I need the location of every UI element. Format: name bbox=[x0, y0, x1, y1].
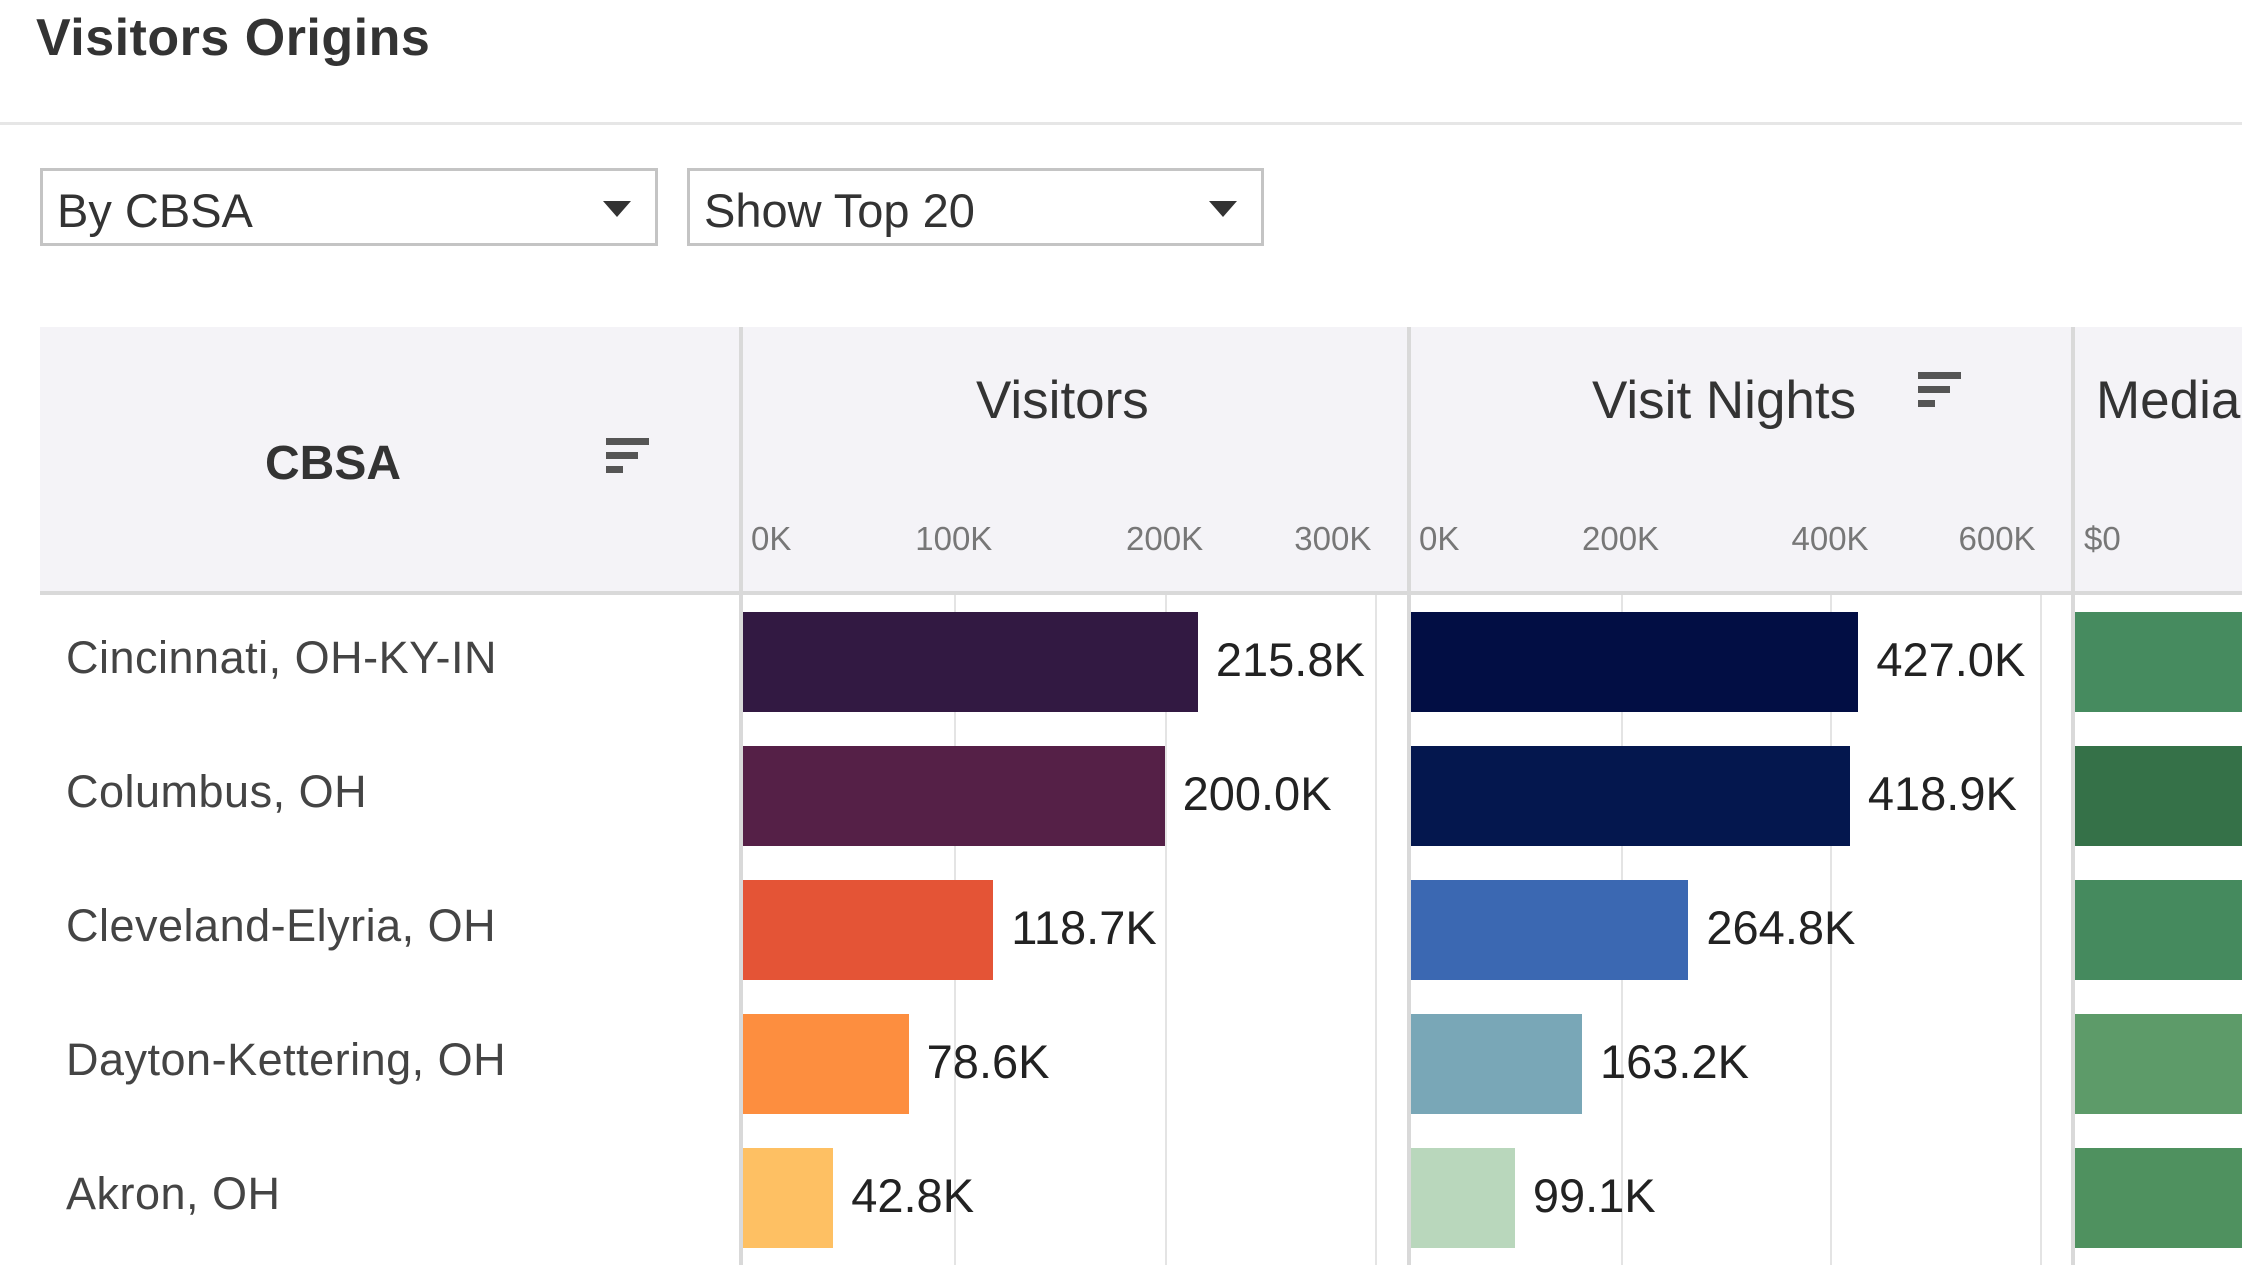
gridline bbox=[1164, 595, 1167, 1265]
chevron-down-icon bbox=[1209, 201, 1237, 217]
media-column-header: Media bbox=[2096, 371, 2241, 430]
visitors-bar[interactable] bbox=[743, 1148, 834, 1248]
visit-nights-bar[interactable] bbox=[1411, 880, 1689, 980]
title-divider bbox=[0, 122, 2242, 125]
chevron-down-icon bbox=[603, 201, 631, 217]
top-n-dropdown[interactable]: Show Top 20 bbox=[687, 168, 1264, 246]
gridline bbox=[1375, 595, 1378, 1265]
visit-nights-bar[interactable] bbox=[1411, 746, 1850, 846]
data-label: 215.8K bbox=[1215, 633, 1365, 686]
axis-tick: 600K bbox=[1958, 520, 2036, 557]
visitors-column-header: Visitors bbox=[976, 371, 1149, 430]
column-divider-visitors bbox=[1407, 327, 1411, 1265]
visit-nights-bar[interactable] bbox=[1411, 612, 1859, 712]
media-axis-tick: $0 bbox=[2084, 520, 2121, 557]
media-bar[interactable] bbox=[2075, 746, 2242, 846]
axis-tick: 100K bbox=[915, 520, 993, 557]
axis-tick: 200K bbox=[1126, 520, 1204, 557]
column-divider-visit-nights bbox=[2071, 327, 2075, 1265]
axis-tick: 200K bbox=[1581, 520, 1660, 557]
data-label: 42.8K bbox=[851, 1169, 975, 1222]
visit-nights-bar[interactable] bbox=[1411, 1148, 1515, 1248]
visitors-bar[interactable] bbox=[743, 612, 1198, 712]
group-by-dropdown[interactable]: By CBSA bbox=[40, 168, 658, 246]
row-label: Dayton-Kettering, OH bbox=[66, 1034, 507, 1085]
axis-tick: 0K bbox=[1419, 520, 1460, 557]
column-divider-cbsa bbox=[739, 327, 743, 1265]
axis-tick: 0K bbox=[751, 520, 792, 557]
media-bar[interactable] bbox=[2075, 1148, 2242, 1248]
data-label: 418.9K bbox=[1867, 767, 2017, 820]
axis-tick: 400K bbox=[1791, 520, 1869, 557]
group-by-value: By CBSA bbox=[57, 184, 253, 237]
gridline bbox=[1830, 595, 1833, 1265]
visitors-bar[interactable] bbox=[743, 746, 1165, 846]
visitors-bar[interactable] bbox=[743, 880, 994, 980]
header-divider bbox=[40, 591, 2242, 595]
cbsa-column-header: CBSA bbox=[265, 437, 402, 490]
visit-nights-bar[interactable] bbox=[1411, 1014, 1582, 1114]
table-header bbox=[40, 327, 2242, 593]
gridline bbox=[2039, 595, 2042, 1265]
top-n-value: Show Top 20 bbox=[704, 184, 975, 237]
media-bar[interactable] bbox=[2075, 1014, 2242, 1114]
media-bar[interactable] bbox=[2075, 612, 2242, 712]
data-label: 163.2K bbox=[1599, 1035, 1749, 1088]
row-label: Cleveland-Elyria, OH bbox=[66, 900, 497, 951]
data-label: 427.0K bbox=[1876, 633, 2026, 686]
row-label: Cincinnati, OH-KY-IN bbox=[66, 632, 497, 683]
dashboard-title: Visitors Origins bbox=[36, 9, 431, 67]
visitors-bar[interactable] bbox=[743, 1014, 909, 1114]
data-label: 264.8K bbox=[1706, 901, 1856, 954]
axis-tick: 300K bbox=[1294, 520, 1372, 557]
row-label: Akron, OH bbox=[66, 1168, 281, 1219]
media-bar[interactable] bbox=[2075, 880, 2242, 980]
row-label: Columbus, OH bbox=[66, 766, 368, 817]
data-label: 99.1K bbox=[1532, 1169, 1656, 1222]
data-label: 78.6K bbox=[926, 1035, 1050, 1088]
data-label: 200.0K bbox=[1182, 767, 1332, 820]
visit-nights-column-header: Visit Nights bbox=[1592, 371, 1857, 430]
data-label: 118.7K bbox=[1011, 901, 1157, 954]
